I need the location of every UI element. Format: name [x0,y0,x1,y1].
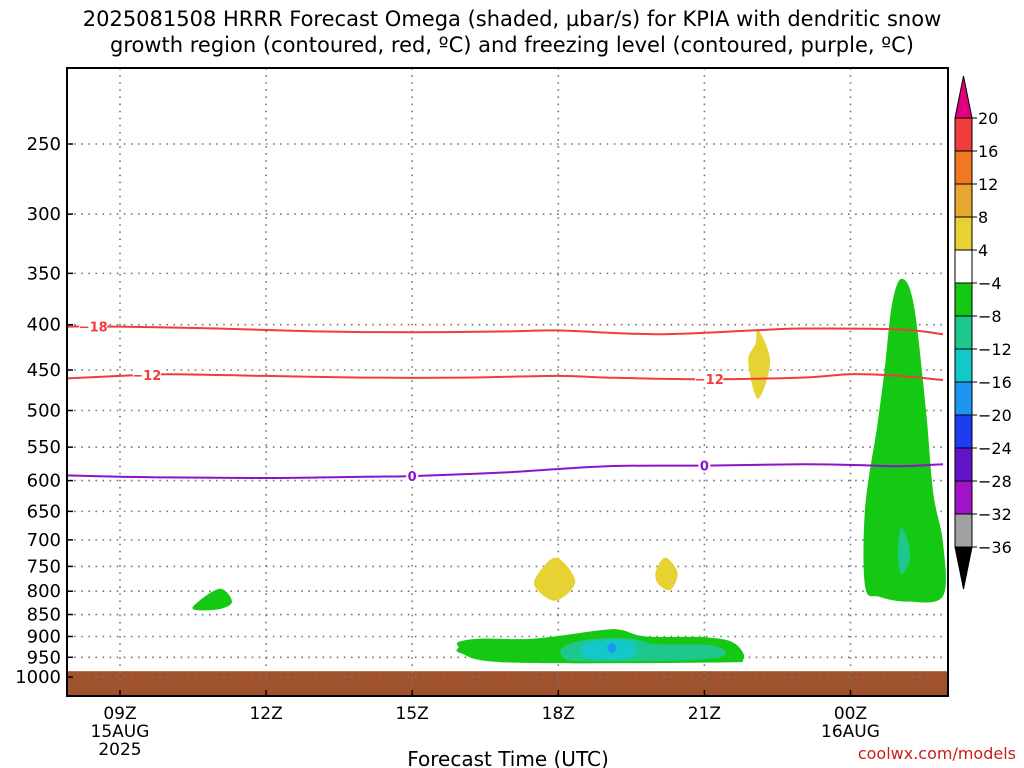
omega-region-7 [748,329,771,399]
colorbar-box-7 [954,348,973,383]
colorbar-box-8 [954,381,973,416]
y-tick-label-450: 450 [27,360,61,381]
y-tick-label-650: 650 [27,501,61,522]
contour-layer [66,325,944,480]
colorbar-label-13: −36 [978,538,1012,557]
omega-region-0 [192,588,232,611]
colorbar-box-2 [954,183,973,218]
contour-label-0-0: 0 [408,470,417,485]
colorbar-box-11 [954,480,973,515]
chart-title-line2: growth region (contoured, red, ºC) and f… [110,33,914,57]
y-tick-label-950: 950 [27,647,61,668]
pressure-axis: 2503003504004505005506006507007508008509… [15,134,73,688]
y-tick-label-900: 900 [27,626,61,647]
credit-link[interactable]: coolwx.com/models [858,744,1016,763]
contour-line-0 [66,463,944,480]
colorbar-box-10 [954,447,973,482]
contour-line--12 [66,373,944,382]
omega-region-9 [655,557,678,591]
chart-title-line1: 2025081508 HRRR Forecast Omega (shaded, … [82,7,942,31]
contour-label-bg--18-0 [79,319,108,334]
y-tick-label-800: 800 [27,581,61,602]
y-tick-label-550: 550 [27,437,61,458]
ground-layer [67,671,948,696]
omega-region-4 [607,642,617,654]
colorbar-label-0: 20 [978,109,998,128]
colorbar-label-5: −4 [978,274,1002,293]
colorbar-label-4: 4 [978,241,988,260]
x-tick-label-15Z: 15Z [396,704,429,724]
x-tick-label-00Z: 00Z [834,704,867,724]
x-tick-label-21Z: 21Z [688,704,721,724]
omega-region-5 [863,278,946,603]
colorbar-label-12: −32 [978,505,1012,524]
colorbar-label-3: 8 [978,208,988,227]
omega-shading-layer [192,278,946,664]
y-tick-label-300: 300 [27,204,61,225]
x-tick-date-00Z: 16AUG [821,722,880,742]
y-tick-label-350: 350 [27,263,61,284]
y-tick-label-850: 850 [27,605,61,626]
contour-label--12-1: −12 [695,373,724,388]
colorbar-box-6 [954,315,973,350]
y-tick-label-400: 400 [27,315,61,336]
colorbar-label-10: −24 [978,439,1012,458]
chart-title: 2025081508 HRRR Forecast Omega (shaded, … [0,6,1024,58]
colorbar-label-11: −28 [978,472,1012,491]
contour-label-layer: −18 −12 −12 0 0 [79,319,724,485]
ground-fill [67,671,948,696]
y-tick-label-750: 750 [27,556,61,577]
contour-label--12-0: −12 [132,369,161,384]
contour-label-bg-0-1 [698,458,711,473]
x-axis-label: Forecast Time (UTC) [407,747,609,768]
colorbar-box-5 [954,282,973,317]
y-tick-label-1000: 1000 [15,667,61,688]
y-tick-label-700: 700 [27,530,61,551]
plot-frame [66,67,949,697]
colorbar-box-4 [954,249,973,284]
contour-label-bg-0-0 [406,469,419,484]
colorbar-label-9: −20 [978,406,1012,425]
colorbar-bottom-arrow [954,546,973,590]
contour-label-0-1: 0 [700,460,709,475]
y-tick-label-500: 500 [27,401,61,422]
colorbar: 20 16 12 8 4 −4 −8 −12 −16 −20 −24 −28 −32 −36 [954,75,1012,590]
x-tick-label-18Z: 18Z [542,704,575,724]
colorbar-box-1 [954,150,973,185]
x-tick-label-09Z: 09Z [103,704,136,724]
omega-region-8 [533,557,576,601]
colorbar-label-7: −12 [978,340,1012,359]
x-tick-label-12Z: 12Z [249,704,282,724]
contour-label-bg--12-1 [695,372,724,387]
contour-label--18-0: −18 [79,321,108,336]
colorbar-box-9 [954,414,973,449]
y-tick-label-600: 600 [27,471,61,492]
y-tick-label-250: 250 [27,134,61,155]
x-tick-date-09Z: 15AUG [91,722,150,742]
colorbar-label-1: 16 [978,142,998,161]
colorbar-box-3 [954,216,973,251]
colorbar-label-8: −16 [978,373,1012,392]
colorbar-label-2: 12 [978,175,998,194]
contour-label-bg--12-0 [132,367,161,382]
colorbar-box-12 [954,513,973,548]
contour-line--18 [66,325,944,336]
x-tick-year-09Z: 2025 [98,740,141,760]
colorbar-top-arrow [954,75,973,119]
colorbar-box-0 [954,117,973,152]
omega-region-6 [897,527,910,575]
colorbar-label-6: −8 [978,307,1002,326]
